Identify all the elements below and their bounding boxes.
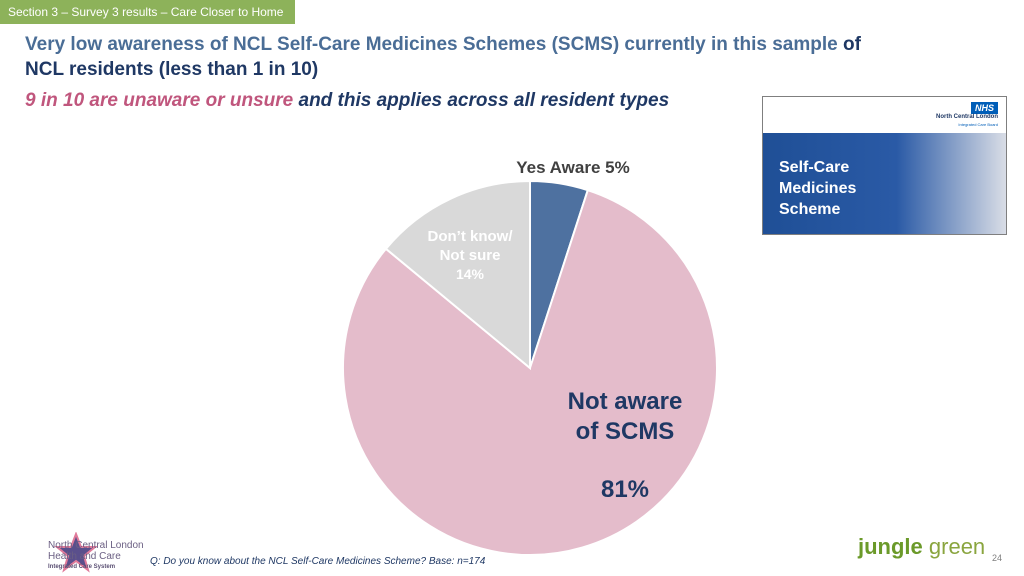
jg-part2: green <box>922 534 986 559</box>
ncl-line1: North Central London <box>48 540 144 551</box>
page-subtitle: 9 in 10 are unaware or unsure and this a… <box>25 90 669 112</box>
label-not-aware-1: Not aware <box>568 388 683 415</box>
label-not-aware-2: of SCMS <box>576 418 675 445</box>
ncl-logo-text: North Central London Health and Care Int… <box>48 540 144 573</box>
label-dont-know-2: Not sure <box>440 247 501 264</box>
nhs-logo: NHS <box>970 102 998 114</box>
slice-dont-know <box>384 179 531 371</box>
ncl-line3: Integrated Care System <box>48 564 116 570</box>
label-dont-know-pct: 14% <box>456 266 485 282</box>
label-not-aware-pct: 81% <box>601 476 649 503</box>
nhs-org-text: North Central London <box>936 114 998 120</box>
title-part2: of <box>837 34 861 55</box>
subtitle-pink: 9 in 10 are unaware or unsure <box>25 90 294 111</box>
page-number: 24 <box>992 553 1003 563</box>
page-title: Very low awareness of NCL Self-Care Medi… <box>25 32 985 82</box>
section-tag: Section 3 – Survey 3 results – Care Clos… <box>0 0 296 24</box>
label-yes-aware: Yes Aware 5% <box>516 158 629 177</box>
nhs-sub-text: Integrated Care Board <box>958 122 998 127</box>
label-dont-know-1: Don’t know/ <box>428 228 514 245</box>
scheme-banner <box>763 133 1006 234</box>
title-part3: NCL residents (less than 1 in 10) <box>25 59 319 80</box>
jungle-green-logo: jungle green <box>858 534 985 560</box>
scheme-banner-text: Self-Care Medicines Scheme <box>779 159 857 218</box>
pie-slices <box>342 179 718 556</box>
scheme-image: NHS North Central London Integrated Care… <box>762 96 1007 235</box>
title-part1: Very low awareness of NCL Self-Care Medi… <box>25 34 838 55</box>
ncl-star-logo <box>54 532 98 573</box>
ncl-line2: Health and Care <box>48 551 121 562</box>
subtitle-rest: and this applies across all resident typ… <box>293 90 670 111</box>
footer-question: Q: Do you know about the NCL Self-Care M… <box>150 556 486 567</box>
slice-not-aware <box>342 188 718 556</box>
jg-part1: jungle <box>858 534 923 559</box>
